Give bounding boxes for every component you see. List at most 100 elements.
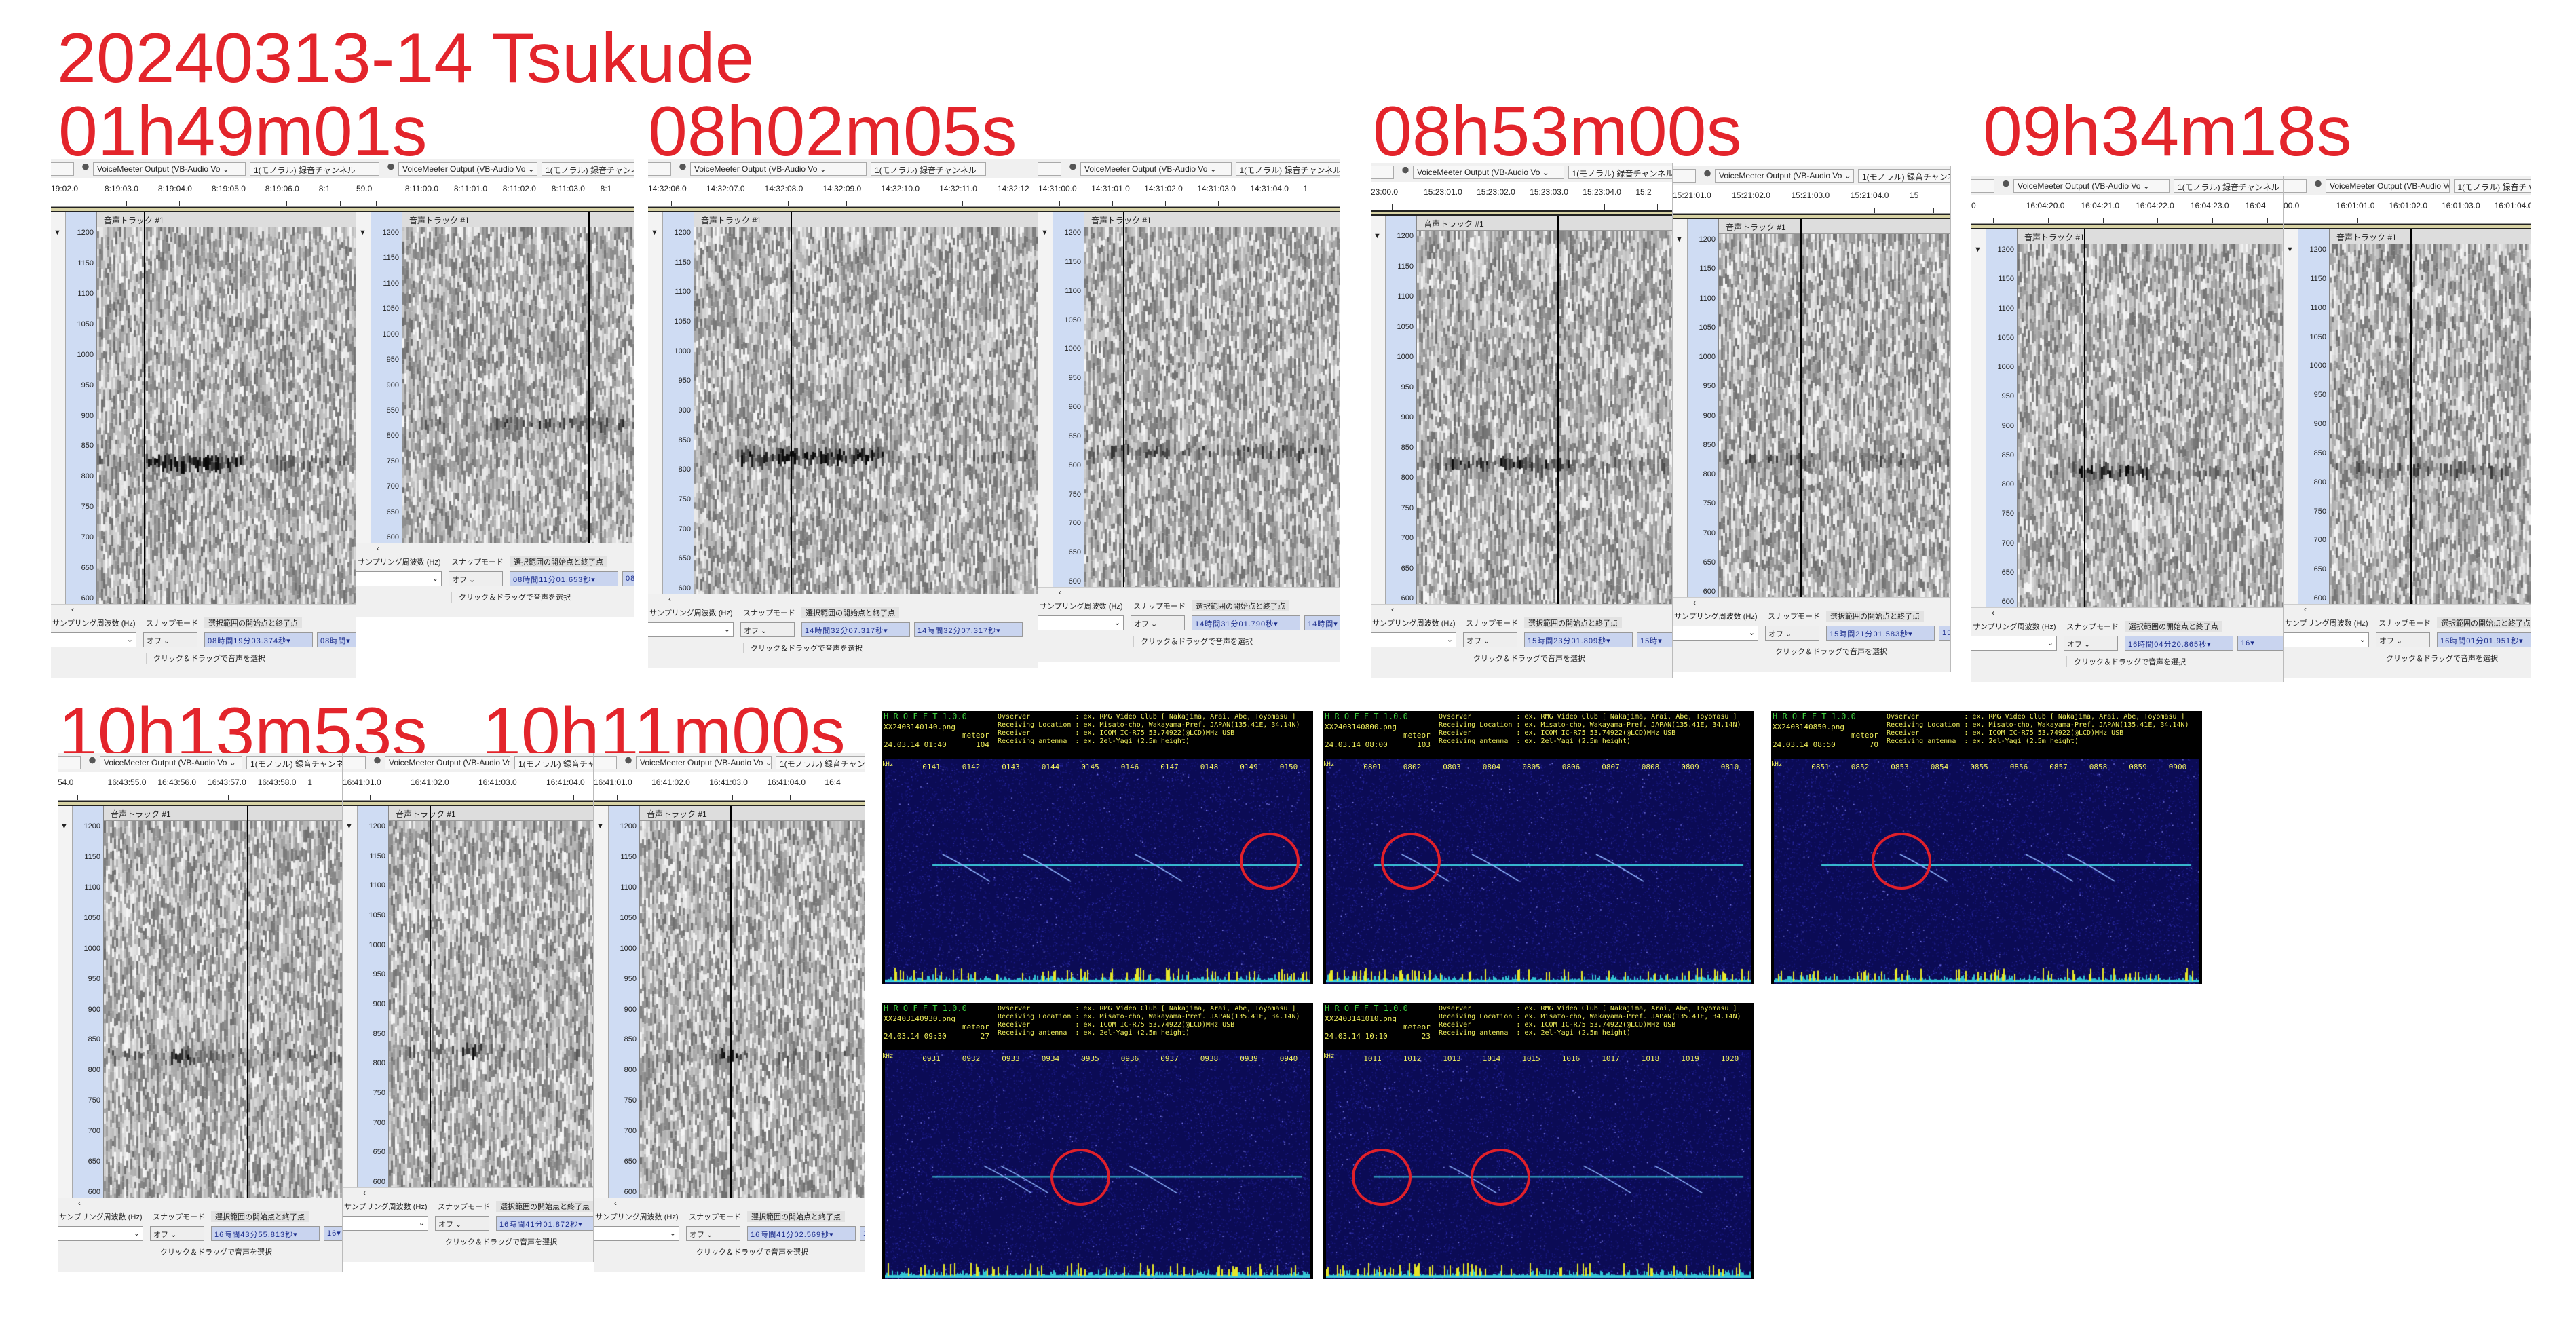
selection-start-field[interactable]: 16時間41分01.872秒▾ <box>496 1216 593 1231</box>
input-device-dropdown[interactable]: VoiceMeeter Output (VB-Audio Vo ⌄ <box>93 162 246 176</box>
horizontal-scrollbar[interactable]: ‹ <box>1971 607 2283 618</box>
snap-mode-dropdown[interactable]: オフ ⌄ <box>1463 632 1517 647</box>
timeline-ruler[interactable]: 14:31:00.0 14:31:01.0 14:31:02.0 14:31:03.0… <box>1038 178 1340 207</box>
timeline-ruler[interactable]: 23:00.0 15:23:01.0 15:23:02.0 15:23:03.0 15:… <box>1371 182 1672 210</box>
input-device-dropdown[interactable]: VoiceMeeter Output (VB-Audio Vo ⌄ <box>636 756 772 769</box>
spectrogram[interactable] <box>2330 244 2531 604</box>
horizontal-scrollbar[interactable]: ‹ <box>2284 604 2531 615</box>
spectrogram[interactable] <box>2018 244 2283 607</box>
channel-dropdown[interactable]: 1(モノラル) 録音チャンネル <box>542 162 634 176</box>
selection-end-field[interactable]: 16▾ <box>324 1226 342 1241</box>
channel-dropdown[interactable]: 1(モノラル) 録音チャンネル <box>514 756 593 769</box>
spectrogram[interactable] <box>1719 234 1950 597</box>
timeline-ruler[interactable]: 0 16:04:20.0 16:04:21.0 16:04:22.0 16:04:23.… <box>1971 195 2283 224</box>
input-device-dropdown[interactable]: VoiceMeeter Output (VB-Audio Vo ⌄ <box>690 162 867 176</box>
track-name[interactable]: 音声トラック #1 <box>640 806 865 821</box>
track-name[interactable]: 音声トラック #1 <box>104 806 342 821</box>
snap-mode-dropdown[interactable]: オフ ⌄ <box>435 1216 489 1231</box>
channel-dropdown[interactable]: 1(モノラル) 録音チャンネル <box>1235 162 1340 176</box>
timeline-ruler[interactable]: 54.0 16:43:55.0 16:43:56.0 16:43:57.0 16:43:… <box>58 772 342 801</box>
input-device-dropdown[interactable]: VoiceMeeter Output (VB-Audio Vo ⌄ <box>100 756 242 769</box>
selection-end-field[interactable]: 08時間▾ <box>317 632 356 647</box>
selection-start-field[interactable]: 08時間19分03.374秒▾ <box>204 632 313 647</box>
channel-dropdown[interactable]: 1(モノラル) 録音チャンネル <box>246 756 342 769</box>
spectrogram[interactable] <box>104 821 342 1198</box>
sample-rate-dropdown[interactable]: ⌄ <box>1673 626 1758 641</box>
track-name[interactable]: 音声トラック #1 <box>1084 212 1340 227</box>
selection-start-field[interactable]: 15時間21分01.583秒▾ <box>1826 626 1935 641</box>
track-control[interactable]: ▼ <box>1673 219 1688 597</box>
input-device-dropdown[interactable]: VoiceMeeter Output (VB-Audio Vo ⌄ <box>2326 179 2450 193</box>
selection-end-field[interactable]: 14時間32分07.317秒▾ <box>914 622 1023 637</box>
selection-start-field[interactable]: 16時間43分55.813秒▾ <box>211 1226 320 1241</box>
channel-dropdown[interactable]: 1(モノラル) 録音チャンネル <box>250 162 356 176</box>
track-control[interactable]: ▼ <box>51 212 66 604</box>
host-dropdown[interactable] <box>1371 166 1394 179</box>
channel-dropdown[interactable]: 1(モノラル) 録音チャンネル <box>2453 179 2531 193</box>
track-name[interactable]: 音声トラック #1 <box>97 212 356 227</box>
selection-start-field[interactable]: 08時間11分01.653秒▾ <box>510 571 618 586</box>
track-name[interactable]: 音声トラック #1 <box>2018 229 2283 244</box>
sample-rate-dropdown[interactable]: ⌄ <box>1371 632 1456 647</box>
channel-dropdown[interactable]: 1(モノラル) 録音チャンネル <box>1858 169 1950 183</box>
selection-end-field[interactable]: 08▾ <box>622 571 634 586</box>
track-control[interactable]: ▼ <box>343 806 358 1187</box>
track-control[interactable]: ▼ <box>648 212 663 594</box>
snap-mode-dropdown[interactable]: オフ ⌄ <box>449 571 503 586</box>
track-name[interactable]: 音声トラック #1 <box>694 212 1038 227</box>
selection-start-field[interactable]: 16時間04分20.865秒▾ <box>2125 636 2233 651</box>
track-control[interactable]: ▼ <box>1038 212 1053 587</box>
channel-dropdown[interactable]: 1(モノラル) 録音チャンネル <box>1568 166 1672 179</box>
snap-mode-dropdown[interactable]: オフ ⌄ <box>2376 632 2430 647</box>
sample-rate-dropdown[interactable]: ⌄ <box>51 632 136 647</box>
horizontal-scrollbar[interactable]: ‹ <box>343 1187 593 1198</box>
selection-start-field[interactable]: 14時間31分01.790秒▾ <box>1192 615 1300 630</box>
input-device-dropdown[interactable]: VoiceMeeter Output (VB-Audio Vo ⌄ <box>1080 162 1232 176</box>
track-control[interactable]: ▼ <box>58 806 73 1198</box>
input-device-dropdown[interactable]: VoiceMeeter Output (VB-Audio Vo ⌄ <box>1715 169 1854 183</box>
spectrogram[interactable] <box>694 227 1038 594</box>
snap-mode-dropdown[interactable]: オフ ⌄ <box>740 622 795 637</box>
host-dropdown[interactable] <box>356 162 379 176</box>
snap-mode-dropdown[interactable]: オフ ⌄ <box>150 1226 204 1241</box>
channel-dropdown[interactable]: 1(モノラル) 録音チャンネル <box>2174 179 2283 193</box>
spectrogram[interactable] <box>1084 227 1340 587</box>
selection-end-field[interactable]: 16▾ <box>2237 636 2283 651</box>
snap-mode-dropdown[interactable]: オフ ⌄ <box>143 632 197 647</box>
channel-dropdown[interactable]: 1(モノラル) 録音チャンネル <box>776 756 865 769</box>
host-dropdown[interactable] <box>2284 179 2307 193</box>
track-name[interactable]: 音声トラック #1 <box>1719 219 1950 234</box>
sample-rate-dropdown[interactable]: ⌄ <box>1038 615 1124 630</box>
track-name[interactable]: 音声トラック #1 <box>2330 229 2531 244</box>
sample-rate-dropdown[interactable]: ⌄ <box>343 1216 428 1231</box>
host-dropdown[interactable] <box>1038 162 1061 176</box>
spectrogram[interactable] <box>97 227 356 604</box>
horizontal-scrollbar[interactable]: ‹ <box>51 604 356 615</box>
snap-mode-dropdown[interactable]: オフ ⌄ <box>686 1226 740 1241</box>
host-dropdown[interactable] <box>1673 169 1696 183</box>
selection-start-field[interactable]: 14時間32分07.317秒▾ <box>801 622 910 637</box>
sample-rate-dropdown[interactable]: ⌄ <box>2284 632 2369 647</box>
channel-dropdown[interactable]: 1(モノラル) 録音チャンネル <box>871 162 986 176</box>
spectrogram[interactable] <box>1417 231 1672 604</box>
host-dropdown[interactable] <box>58 756 81 769</box>
sample-rate-dropdown[interactable]: ⌄ <box>58 1226 143 1241</box>
selection-start-field[interactable]: 16時間01分01.951秒▾ <box>2437 632 2531 647</box>
horizontal-scrollbar[interactable]: ‹ <box>648 594 1038 605</box>
sample-rate-dropdown[interactable]: ⌄ <box>648 622 734 637</box>
track-name[interactable]: 音声トラック #1 <box>389 806 593 821</box>
host-dropdown[interactable] <box>343 756 366 769</box>
sample-rate-dropdown[interactable]: ⌄ <box>594 1226 679 1241</box>
input-device-dropdown[interactable]: VoiceMeeter Output (VB-Audio Vo ⌄ <box>2013 179 2170 193</box>
timeline-ruler[interactable]: 59.0 8:11:00.0 8:11:01.0 8:11:02.0 8:11:03.0… <box>356 178 634 207</box>
selection-end-field[interactable]: 15時▾ <box>1637 632 1672 647</box>
selection-end-field[interactable]: 1▾ <box>860 1226 865 1241</box>
horizontal-scrollbar[interactable]: ‹ <box>1673 597 1950 608</box>
timeline-ruler[interactable]: 00.0 16:01:01.0 16:01:02.0 16:01:03.0 16:01:… <box>2284 195 2531 224</box>
snap-mode-dropdown[interactable]: オフ ⌄ <box>2064 636 2118 651</box>
horizontal-scrollbar[interactable]: ‹ <box>1371 604 1672 615</box>
snap-mode-dropdown[interactable]: オフ ⌄ <box>1765 626 1819 641</box>
input-device-dropdown[interactable]: VoiceMeeter Output (VB-Audio Vo ⌄ <box>385 756 510 769</box>
track-control[interactable]: ▼ <box>594 806 609 1198</box>
selection-end-field[interactable]: 14時間▾ <box>1304 615 1340 630</box>
